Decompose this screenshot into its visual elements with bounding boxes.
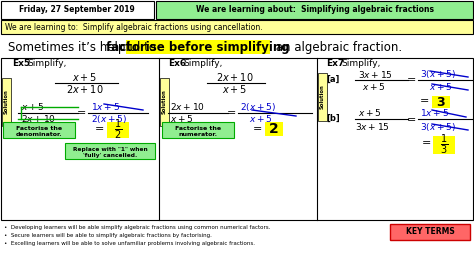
Text: Friday, 27 September 2019: Friday, 27 September 2019 <box>19 6 135 15</box>
Text: =: = <box>253 124 263 134</box>
Text: KEY TERMS: KEY TERMS <box>406 227 455 236</box>
Bar <box>107 122 129 138</box>
Text: $x + 5$: $x + 5$ <box>222 83 248 95</box>
Bar <box>1 20 473 34</box>
Bar <box>433 136 455 154</box>
Text: •  Secure learners will be able to simplify algebraic fractions by factorising.: • Secure learners will be able to simpli… <box>4 234 212 239</box>
Bar <box>65 143 155 159</box>
Text: Replace with "1" when: Replace with "1" when <box>73 147 147 152</box>
Text: $\frac{1}{3}$: $\frac{1}{3}$ <box>440 133 448 157</box>
Text: Factorise the: Factorise the <box>175 126 221 131</box>
Text: [b]: [b] <box>326 114 340 123</box>
Text: =: = <box>77 108 87 118</box>
Bar <box>2 78 11 126</box>
Text: Solution: Solution <box>4 90 9 114</box>
Text: denominator.: denominator. <box>16 131 62 136</box>
Text: =: = <box>95 124 105 134</box>
Text: Sometimes it’s helpful to: Sometimes it’s helpful to <box>8 41 160 55</box>
Text: $x + 5$: $x + 5$ <box>170 114 193 124</box>
Bar <box>390 224 470 240</box>
Text: Solution: Solution <box>162 90 167 114</box>
Text: $2x + 10$: $2x + 10$ <box>66 83 104 95</box>
Text: $2x + 10$: $2x + 10$ <box>170 102 205 113</box>
Text: $3(x + 5)$: $3(x + 5)$ <box>420 68 456 80</box>
Bar <box>318 73 327 121</box>
Text: •  Developing learners will be able simplify algebraic fractions using common nu: • Developing learners will be able simpl… <box>4 226 270 231</box>
Text: $x + 5$: $x + 5$ <box>362 81 385 93</box>
Text: $x + 5$: $x + 5$ <box>358 107 382 118</box>
Text: =: = <box>407 75 417 85</box>
Text: $x + 5$: $x + 5$ <box>21 102 45 113</box>
Text: Ex6: Ex6 <box>168 60 186 69</box>
Text: $1x + 5$: $1x + 5$ <box>91 102 120 113</box>
Text: Solution: Solution <box>320 85 325 109</box>
Text: 'fully' cancelled.: 'fully' cancelled. <box>83 152 137 157</box>
Text: $2(x + 5)$: $2(x + 5)$ <box>240 101 276 113</box>
Text: an algebraic fraction.: an algebraic fraction. <box>272 41 402 55</box>
Text: factorise before simplifying: factorise before simplifying <box>106 41 290 55</box>
Text: $2(x + 5)$: $2(x + 5)$ <box>91 113 127 125</box>
Text: $2x + 10$: $2x + 10$ <box>216 71 254 83</box>
Text: $3x + 15$: $3x + 15$ <box>355 122 390 132</box>
Bar <box>1 58 473 220</box>
Text: $3x + 15$: $3x + 15$ <box>358 69 393 80</box>
Text: =: = <box>407 115 417 125</box>
Text: =: = <box>420 96 429 106</box>
Text: $x + 5$: $x + 5$ <box>249 114 273 124</box>
Text: numerator.: numerator. <box>179 131 218 136</box>
Text: Simplify,: Simplify, <box>27 60 66 69</box>
Bar <box>3 122 75 138</box>
Text: =: = <box>422 138 431 148</box>
Text: Ex7: Ex7 <box>326 60 344 69</box>
Bar <box>156 1 473 19</box>
Bar <box>265 122 283 136</box>
Bar <box>1 1 154 19</box>
Text: •  Excelling learners will be able to solve unfamiliar problems involving algebr: • Excelling learners will be able to sol… <box>4 242 255 247</box>
Text: Simplify,: Simplify, <box>183 60 222 69</box>
Text: $1x + 5$: $1x + 5$ <box>420 107 449 118</box>
Bar <box>432 96 450 108</box>
Text: Ex5: Ex5 <box>12 60 30 69</box>
Text: $2x + 10$: $2x + 10$ <box>21 114 56 124</box>
Text: =: = <box>228 108 237 118</box>
Text: We are learning to:  Simplify algebraic fractions using cancellation.: We are learning to: Simplify algebraic f… <box>5 23 263 31</box>
Bar <box>160 78 169 126</box>
Text: We are learning about:  Simplifying algebraic fractions: We are learning about: Simplifying algeb… <box>196 6 434 15</box>
Text: 3: 3 <box>437 95 445 109</box>
Text: $x + 5$: $x + 5$ <box>73 71 98 83</box>
Text: 2: 2 <box>269 122 279 136</box>
Text: $x + 5$: $x + 5$ <box>429 81 453 93</box>
Text: Factorise the: Factorise the <box>16 126 62 131</box>
Bar <box>162 122 234 138</box>
Text: Simplify,: Simplify, <box>341 60 380 69</box>
Text: $3(x + 5)$: $3(x + 5)$ <box>420 121 456 133</box>
Text: $\frac{1}{2}$: $\frac{1}{2}$ <box>114 118 122 142</box>
Text: [a]: [a] <box>326 74 339 84</box>
Bar <box>126 40 270 54</box>
